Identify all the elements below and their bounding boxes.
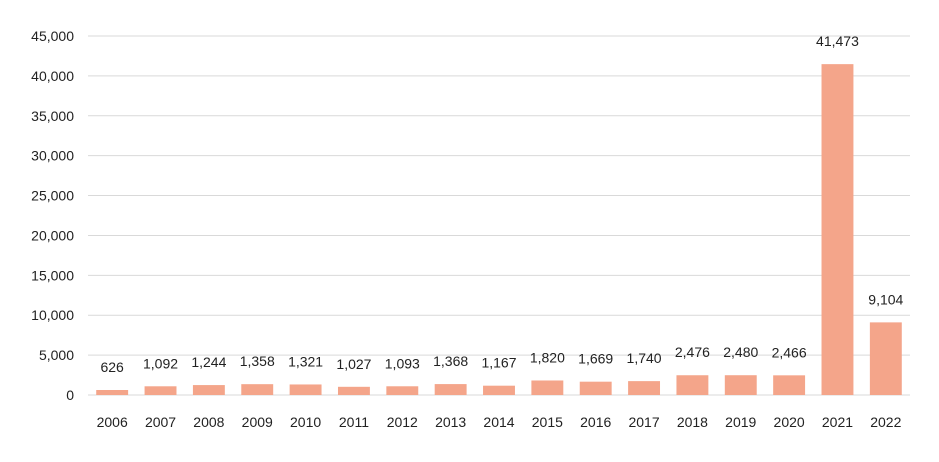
bar-2014 (483, 385, 515, 395)
bar-2009 (241, 384, 274, 395)
data-label-2020: 2,466 (772, 344, 807, 360)
bar-2006 (96, 390, 129, 395)
data-label-2012: 1,093 (385, 355, 420, 371)
data-label-2019: 2,480 (723, 344, 758, 360)
bar-2015 (531, 380, 564, 395)
bar-2017 (628, 381, 661, 395)
gridlines (88, 35, 910, 396)
x-tick-label-2008: 2008 (193, 414, 224, 430)
x-axis-tick-labels: 2006 2007 2008 2009 2010 2011 2012 2013 2014 2015… (97, 414, 902, 430)
y-axis-tick-labels: 0 5,000 10,000 15,000 20,000 25,000 30,000 35,0… (31, 28, 74, 403)
x-tick-label-2021: 2021 (822, 414, 853, 430)
bars (96, 64, 902, 395)
y-tick-label: 45,000 (31, 28, 74, 44)
data-label-2015: 1,820 (530, 349, 565, 365)
x-tick-label-2014: 2014 (483, 414, 514, 430)
data-label-2009: 1,358 (240, 353, 275, 369)
data-label-2006: 626 (100, 359, 124, 375)
x-tick-label-2009: 2009 (242, 414, 273, 430)
data-label-2014: 1,167 (481, 355, 516, 371)
y-tick-label: 5,000 (39, 347, 74, 363)
x-tick-label-2015: 2015 (532, 414, 563, 430)
x-tick-label-2012: 2012 (387, 414, 418, 430)
data-label-2022: 9,104 (868, 291, 903, 307)
x-tick-label-2011: 2011 (339, 414, 369, 430)
bar-2022 (869, 322, 902, 395)
x-tick-label-2016: 2016 (580, 414, 611, 430)
data-label-2021: 41,473 (816, 33, 859, 49)
x-tick-label-2019: 2019 (725, 414, 756, 430)
x-tick-label-2022: 2022 (870, 414, 901, 430)
bar-2012 (386, 386, 419, 395)
data-labels: 626 1,092 1,244 1,358 1,321 1,027 1,093 1,368 1,… (100, 33, 903, 375)
bar-2010 (289, 384, 322, 395)
y-tick-label: 30,000 (31, 148, 74, 164)
data-label-2017: 1,740 (627, 350, 662, 366)
data-label-2008: 1,244 (191, 354, 226, 370)
bar-2008 (192, 385, 225, 395)
y-tick-label: 35,000 (31, 108, 74, 124)
x-tick-label-2006: 2006 (97, 414, 128, 430)
x-tick-label-2013: 2013 (435, 414, 466, 430)
bar-2020 (773, 375, 806, 395)
bar-2018 (676, 375, 709, 395)
data-label-2018: 2,476 (675, 344, 710, 360)
x-tick-label-2007: 2007 (145, 414, 176, 430)
data-label-2013: 1,368 (433, 353, 468, 369)
y-tick-label: 40,000 (31, 68, 74, 84)
x-tick-label-2020: 2020 (774, 414, 805, 430)
data-label-2011: 1,027 (336, 356, 371, 372)
bar-2016 (579, 381, 612, 395)
bar-2013 (434, 384, 467, 395)
data-label-2016: 1,669 (578, 351, 613, 367)
y-tick-label: 25,000 (31, 188, 74, 204)
y-tick-label: 0 (66, 387, 74, 403)
bar-2007 (144, 386, 177, 395)
y-tick-label: 20,000 (31, 227, 74, 243)
x-tick-label-2018: 2018 (677, 414, 708, 430)
y-tick-label: 15,000 (31, 267, 74, 283)
y-tick-label: 10,000 (31, 307, 74, 323)
data-label-2010: 1,321 (288, 353, 323, 369)
data-label-2007: 1,092 (143, 355, 178, 371)
x-tick-label-2017: 2017 (628, 414, 659, 430)
bar-2021 (821, 64, 854, 395)
bar-2011 (337, 386, 370, 395)
x-tick-label-2010: 2010 (290, 414, 321, 430)
bar-2019 (724, 375, 757, 395)
